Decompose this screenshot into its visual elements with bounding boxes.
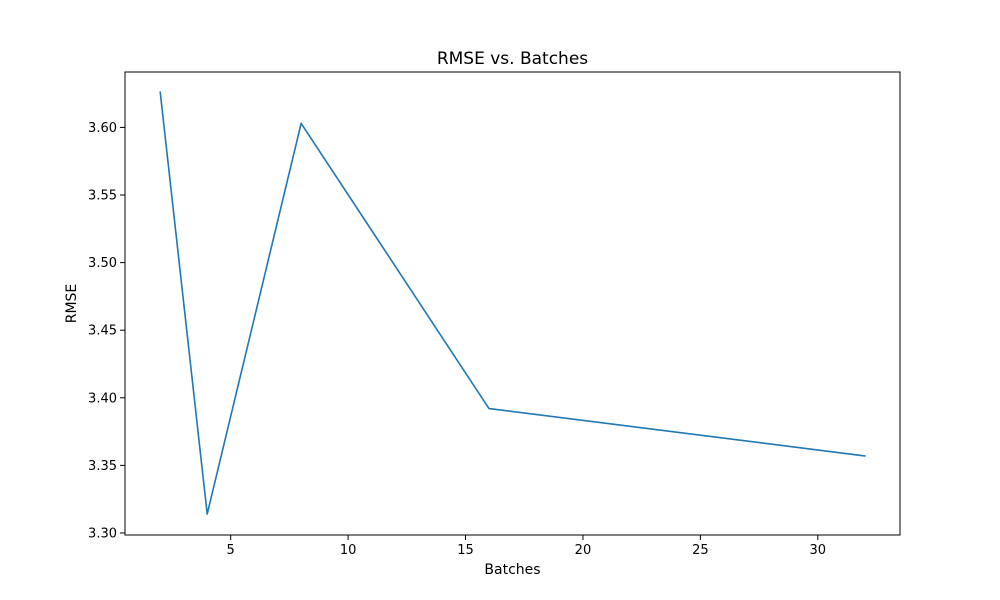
series-layer bbox=[159, 91, 866, 515]
x-tick-label: 25 bbox=[692, 543, 709, 558]
y-tick-label: 3.55 bbox=[88, 189, 117, 204]
x-axis: 5 10 15 20 25 30 bbox=[227, 535, 827, 558]
series-line bbox=[159, 91, 866, 515]
x-tick-label: 5 bbox=[227, 543, 235, 558]
x-tick-label: 30 bbox=[810, 543, 827, 558]
plot-area-frame bbox=[124, 71, 901, 536]
y-axis-label: RMSE bbox=[64, 284, 80, 324]
x-tick-label: 20 bbox=[575, 543, 592, 558]
y-tick-label: 3.60 bbox=[88, 121, 117, 136]
y-tick-label: 3.40 bbox=[88, 391, 117, 406]
x-tick-label: 10 bbox=[340, 543, 357, 558]
y-axis: 3.30 3.35 3.40 3.45 3.50 3.55 3.60 bbox=[88, 121, 125, 541]
x-axis-label: Batches bbox=[484, 562, 540, 578]
y-tick-label: 3.50 bbox=[88, 256, 117, 271]
x-tick-label: 15 bbox=[457, 543, 474, 558]
chart-title: RMSE vs. Batches bbox=[437, 49, 588, 69]
y-tick-label: 3.35 bbox=[88, 459, 117, 474]
y-tick-label: 3.45 bbox=[88, 324, 117, 339]
y-tick-label: 3.30 bbox=[88, 526, 117, 541]
